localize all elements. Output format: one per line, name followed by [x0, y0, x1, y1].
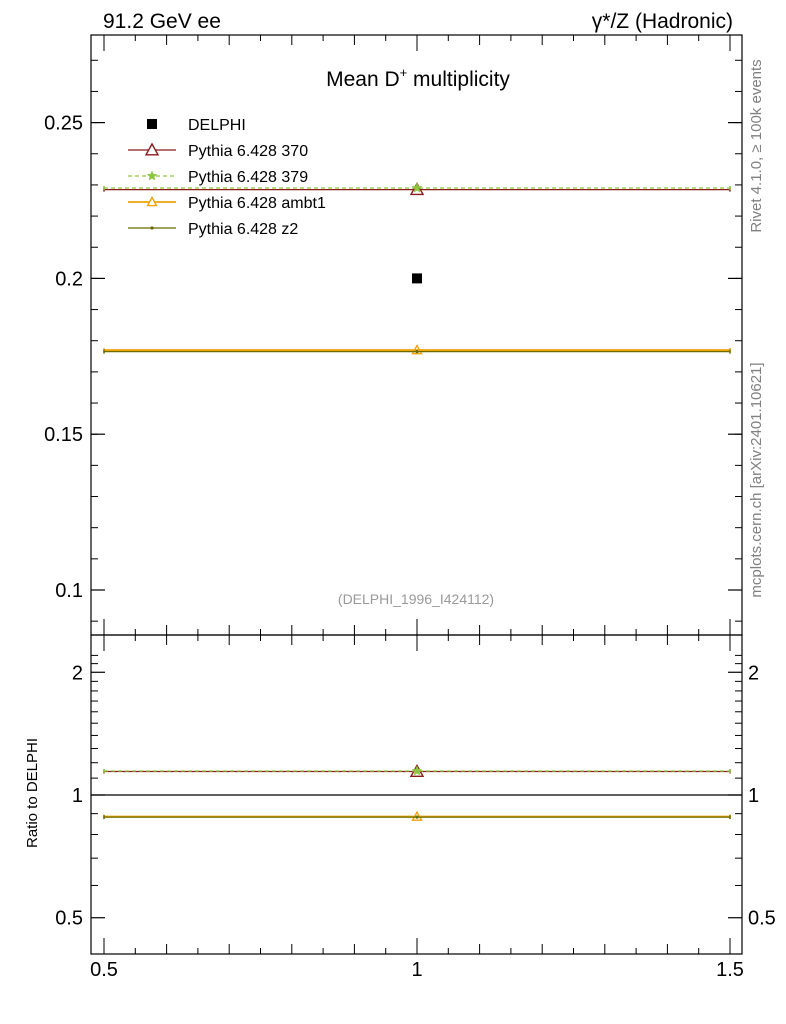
main-ytick-label: 0.25 — [44, 113, 83, 135]
ratio-ylabel: Ratio to DELPHI — [24, 738, 41, 848]
legend-label: DELPHI — [188, 117, 246, 134]
main-series-group — [103, 182, 731, 355]
ratio-series-marker — [411, 810, 423, 821]
legend-marker — [146, 170, 158, 181]
series-marker — [411, 344, 423, 355]
delphi-data-point — [412, 273, 422, 284]
ratio-y-axis: 0.5 0.5 1 1 2 2 — [55, 654, 776, 930]
x-tick-label: 0.5 — [90, 959, 118, 981]
legend: DELPHI Pythia 6.428 370 Pythia 6.428 379 Py… — [128, 117, 326, 238]
ratio-ytick-label-right: 0.5 — [748, 908, 776, 930]
ratio-ytick-label-left: 0.5 — [55, 908, 83, 930]
main-ytick-label: 0.2 — [55, 268, 83, 290]
legend-label: Pythia 6.428 370 — [188, 143, 308, 160]
main-ytick-label: 0.15 — [44, 424, 83, 446]
legend-label: Pythia 6.428 z2 — [188, 221, 298, 238]
main-ytick-label: 0.1 — [55, 580, 83, 602]
chart-title: Mean D+ multiplicity — [326, 65, 510, 91]
ratio-series-marker — [415, 815, 419, 819]
legend-marker — [146, 196, 158, 207]
legend-marker — [150, 226, 154, 230]
x-axis: 0.5 1 1.5 — [90, 35, 744, 981]
x-tick-label: 1.5 — [716, 959, 744, 981]
ratio-series-marker — [411, 765, 423, 776]
series-marker — [415, 350, 419, 354]
legend-label: Pythia 6.428 ambt1 — [188, 195, 326, 212]
header-process: γ*/Z (Hadronic) — [592, 10, 733, 33]
analysis-label: (DELPHI_1996_I424112) — [338, 591, 494, 607]
main-y-axis: 0.10.150.20.250.30.350.40.45 — [44, 59, 742, 622]
mcplots-label: mcplots.cern.ch [arXiv:2401.10621] — [748, 362, 765, 597]
ratio-ytick-label-right: 1 — [748, 785, 759, 807]
x-tick-label: 1 — [411, 959, 422, 981]
rivet-label: Rivet 4.1.0, ≥ 100k events — [748, 59, 765, 232]
series-marker — [409, 182, 425, 196]
header-energy: 91.2 GeV ee — [103, 10, 221, 33]
legend-marker-delphi — [147, 119, 157, 129]
ratio-ytick-label-right: 2 — [748, 662, 759, 684]
ratio-ytick-label-left: 2 — [72, 662, 83, 684]
legend-marker — [144, 142, 160, 156]
legend-label: Pythia 6.428 379 — [188, 169, 308, 186]
ratio-ytick-label-left: 1 — [72, 785, 83, 807]
ratio-series-group — [103, 764, 731, 821]
series-marker — [411, 182, 423, 193]
